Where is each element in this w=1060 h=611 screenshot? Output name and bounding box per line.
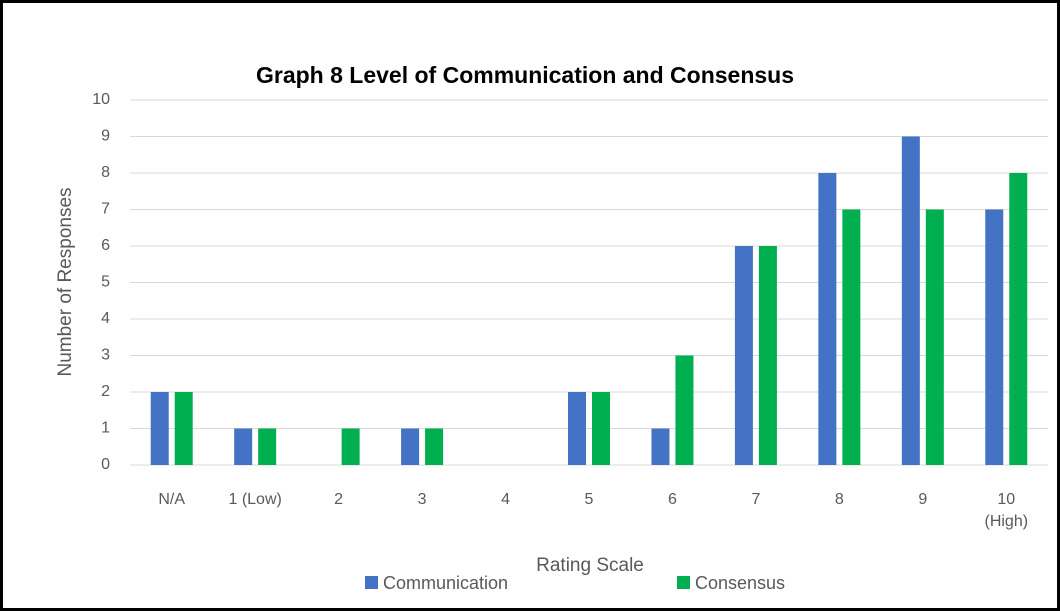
- bar: [341, 428, 360, 465]
- bar: [758, 246, 777, 465]
- x-tick-label: 5: [584, 491, 594, 508]
- y-tick-label: 6: [101, 237, 110, 254]
- bar: [818, 173, 837, 465]
- bar: [675, 355, 694, 465]
- x-tick-label: 4: [501, 491, 510, 508]
- bar: [568, 392, 586, 465]
- legend-swatch: [677, 576, 690, 589]
- bar: [901, 136, 920, 465]
- y-tick-label: 4: [101, 310, 110, 327]
- bar: [150, 392, 169, 465]
- bar: [925, 209, 944, 465]
- x-tick-label: 3: [417, 491, 427, 508]
- legend-label: Consensus: [695, 573, 785, 593]
- y-axis-label: Number of Responses: [55, 187, 76, 376]
- bar: [258, 428, 277, 465]
- x-tick-label: N/A: [158, 491, 186, 508]
- legend-label: Communication: [383, 573, 508, 593]
- chart-title: Graph 8 Level of Communication and Conse…: [256, 62, 794, 88]
- y-tick-label: 5: [101, 274, 110, 291]
- bar: [842, 209, 861, 465]
- bar: [174, 392, 193, 465]
- bar: [592, 392, 610, 465]
- y-tick-label: 10: [92, 91, 110, 108]
- bar: [1009, 173, 1028, 465]
- bar: [234, 428, 253, 465]
- x-tick-label: 1 (Low): [228, 491, 282, 508]
- bar: [425, 428, 444, 465]
- x-tick-label: 6: [668, 491, 677, 508]
- y-tick-label: 0: [101, 456, 110, 473]
- y-tick-label: 1: [101, 420, 110, 437]
- bar: [985, 209, 1004, 465]
- y-tick-label: 8: [101, 164, 110, 181]
- x-axis-label: Rating Scale: [536, 555, 644, 576]
- y-tick-label: 3: [101, 347, 110, 364]
- x-tick-label: 9: [918, 491, 928, 508]
- bar: [734, 246, 753, 465]
- x-tick-label: 10 (High): [984, 491, 1029, 530]
- y-tick-label: 9: [101, 128, 110, 145]
- x-tick-label: 7: [751, 491, 761, 508]
- y-tick-label: 2: [101, 383, 110, 400]
- y-tick-label: 7: [101, 201, 110, 218]
- x-tick-label: 2: [334, 491, 344, 508]
- x-tick-label: 8: [834, 491, 844, 508]
- legend-swatch: [365, 576, 378, 589]
- bar: [651, 428, 670, 465]
- bar: [401, 428, 420, 465]
